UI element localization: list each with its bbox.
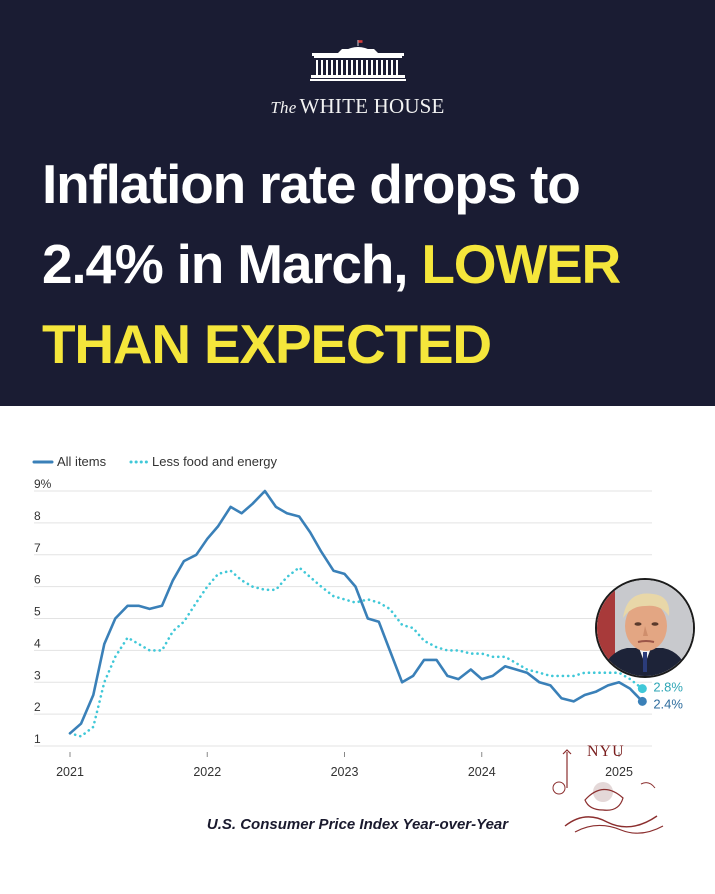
y-tick-label: 4 <box>34 636 41 650</box>
x-tick-label: 2024 <box>468 765 496 779</box>
series-line-core <box>68 566 644 738</box>
nyu-seal-watermark: NYU <box>552 743 664 834</box>
headline-line-2: 2.4% in March, <box>42 233 422 295</box>
cpi-chart: 1 2 3 4 5 6 7 8 9% 2021 2022 2023 2024 2025 All items L… <box>0 406 715 894</box>
white-house-wordmark: The WHITE HOUSE <box>270 94 445 118</box>
portrait-illustration <box>597 580 693 676</box>
legend-label-all-items: All items <box>57 454 107 469</box>
headline-highlight-lower: LOWER <box>421 233 621 295</box>
y-tick-label: 8 <box>34 509 41 523</box>
white-house-icon <box>310 40 406 81</box>
headline-line-1: Inflation rate drops to <box>42 153 581 215</box>
headline: Inflation rate drops to 2.4% in March, L… <box>42 144 692 384</box>
cpi-line-chart: 1 2 3 4 5 6 7 8 9% 2021 2022 2023 2024 2025 All items L… <box>32 454 683 779</box>
headline-highlight-expected: THAN EXPECTED <box>42 313 492 375</box>
x-tick-label: 2023 <box>331 765 359 779</box>
portrait-photo <box>595 578 695 678</box>
chart-caption: U.S. Consumer Price Index Year-over-Year <box>206 816 509 833</box>
series-line-all-items <box>68 489 644 735</box>
y-tick-label: 2 <box>34 700 41 714</box>
end-point-core <box>637 684 647 694</box>
y-tick-label: 9% <box>34 477 52 491</box>
seal-text: NYU <box>587 743 625 760</box>
y-tick-label: 6 <box>34 573 41 587</box>
y-tick-label: 3 <box>34 668 41 682</box>
end-label-core: 2.8% <box>653 680 683 695</box>
header-banner: The WHITE HOUSE Inflation rate drops to 2… <box>0 0 715 406</box>
y-tick-label: 5 <box>34 605 41 619</box>
end-label-all-items: 2.4% <box>653 696 683 711</box>
y-tick-label: 1 <box>34 732 41 746</box>
legend-label-core: Less food and energy <box>152 454 278 469</box>
x-tick-label: 2021 <box>56 765 84 779</box>
end-point-all-items <box>637 696 647 706</box>
y-tick-label: 7 <box>34 541 41 555</box>
x-tick-label: 2025 <box>605 765 633 779</box>
x-tick-label: 2022 <box>193 765 221 779</box>
